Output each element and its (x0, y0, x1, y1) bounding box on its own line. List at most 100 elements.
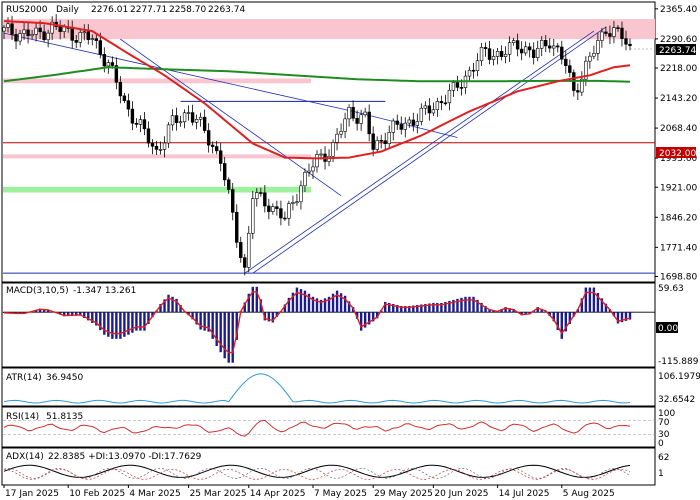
candle-body (499, 51, 504, 57)
macd-histogram-bar (484, 306, 487, 313)
candle-body (391, 120, 395, 133)
price-tick-label: 2290.60 (660, 35, 697, 45)
candle-body (580, 78, 584, 93)
macd-histogram-bar (295, 287, 299, 313)
adx-panel-frame (1, 447, 656, 486)
candle-body (14, 34, 18, 42)
macd-histogram-bar (504, 307, 507, 313)
macd-histogram-bar (371, 312, 375, 322)
macd-histogram-bar (476, 299, 479, 313)
macd-histogram-bar (367, 312, 371, 325)
candle-body (536, 47, 540, 58)
candle-body (186, 112, 191, 114)
candle-body (206, 130, 211, 146)
candle-body (210, 144, 215, 147)
level-price-label: 2032.00 (659, 149, 696, 159)
macd-histogram-bar (548, 312, 551, 317)
macd-histogram-bar (115, 312, 118, 339)
atr-tick-top: 106.1979 (658, 372, 700, 382)
rsi-line (3, 419, 631, 437)
macd-values: -1.347 13.261 (73, 286, 136, 296)
candle-body (150, 142, 155, 147)
candle-body (363, 111, 367, 116)
macd-histogram-bar (247, 293, 250, 313)
candle-body (311, 166, 315, 172)
support-zone-3 (3, 186, 311, 193)
macd-histogram-bar (472, 296, 475, 313)
macd-tick-bottom: -115.889 (658, 357, 699, 367)
candle-body (411, 119, 416, 126)
candle-body (62, 26, 66, 32)
macd-histogram-bar (536, 307, 539, 313)
macd-histogram-bar (267, 312, 271, 322)
macd-histogram-bar (287, 297, 291, 313)
candle-body (38, 27, 42, 33)
candle-body (239, 242, 243, 258)
price-tick-label: 2218.00 (660, 64, 697, 74)
macd-histogram-bar (67, 312, 70, 317)
candle-body (295, 201, 299, 204)
macd-histogram-bar (420, 304, 423, 313)
candle-body (283, 217, 287, 220)
macd-histogram-bar (319, 299, 323, 313)
macd-histogram-bar (612, 312, 616, 317)
candle-body (158, 149, 163, 151)
candle-body (560, 46, 564, 60)
candle-body (407, 119, 411, 124)
level-price-box (656, 147, 696, 158)
candle-body (202, 116, 207, 131)
rsi-tick-0: 0 (658, 439, 664, 449)
macd-histogram-bar (448, 300, 451, 313)
candle-body (114, 65, 119, 83)
macd-histogram-bar (167, 294, 170, 313)
macd-histogram-bar (323, 298, 327, 313)
rsi-values: 51.8135 (46, 412, 83, 422)
price-tick-label: 1921.00 (660, 183, 697, 193)
candle-body (527, 46, 532, 51)
candle-body (347, 107, 351, 120)
candle-body (359, 114, 363, 124)
macd-histogram-bar (175, 298, 178, 313)
candle-body (22, 29, 26, 34)
macd-histogram-bar (231, 312, 234, 363)
candle-body (319, 153, 323, 156)
price-tick-label: 2143.20 (660, 94, 697, 104)
macd-histogram-bar (400, 306, 403, 313)
macd-histogram-bar (520, 312, 523, 316)
trendline-0 (3, 32, 354, 112)
candle-body (58, 26, 62, 32)
macd-histogram-bar (107, 312, 110, 337)
macd-histogram-bar (327, 296, 331, 313)
macd-histogram-bar (311, 296, 315, 313)
header-high: 2277.71 (130, 5, 167, 15)
macd-histogram-bar (343, 295, 347, 313)
candle-body (503, 53, 508, 57)
resistance-zone-1 (3, 78, 311, 84)
candle-body (540, 39, 544, 49)
candle-body (576, 90, 580, 93)
candle-body (616, 27, 620, 29)
macd-histogram-bar (396, 305, 399, 313)
macd-histogram-bar (355, 312, 359, 319)
date-tick-label: 14 Apr 2025 (250, 489, 306, 499)
atr-label: ATR(14) (6, 373, 42, 383)
candle-body (423, 105, 428, 109)
candle-body (544, 39, 548, 47)
candle-body (142, 119, 147, 130)
macd-label: MACD(3,10,5) (6, 286, 69, 296)
candle-body (435, 101, 440, 111)
candle-body (247, 232, 251, 268)
macd-histogram-bar (259, 299, 263, 313)
candle-body (608, 33, 612, 37)
candle-body (355, 117, 359, 124)
adx-line (3, 464, 631, 478)
macd-tick-top: 59.63 (658, 284, 684, 294)
macd-histogram-bar (315, 298, 319, 313)
macd-histogram-bar (452, 299, 455, 313)
candle-body (552, 45, 556, 49)
macd-histogram-bar (620, 312, 624, 323)
candle-body (399, 124, 403, 130)
candle-body (271, 206, 275, 212)
candle-body (227, 179, 231, 190)
candle-body (122, 95, 127, 101)
